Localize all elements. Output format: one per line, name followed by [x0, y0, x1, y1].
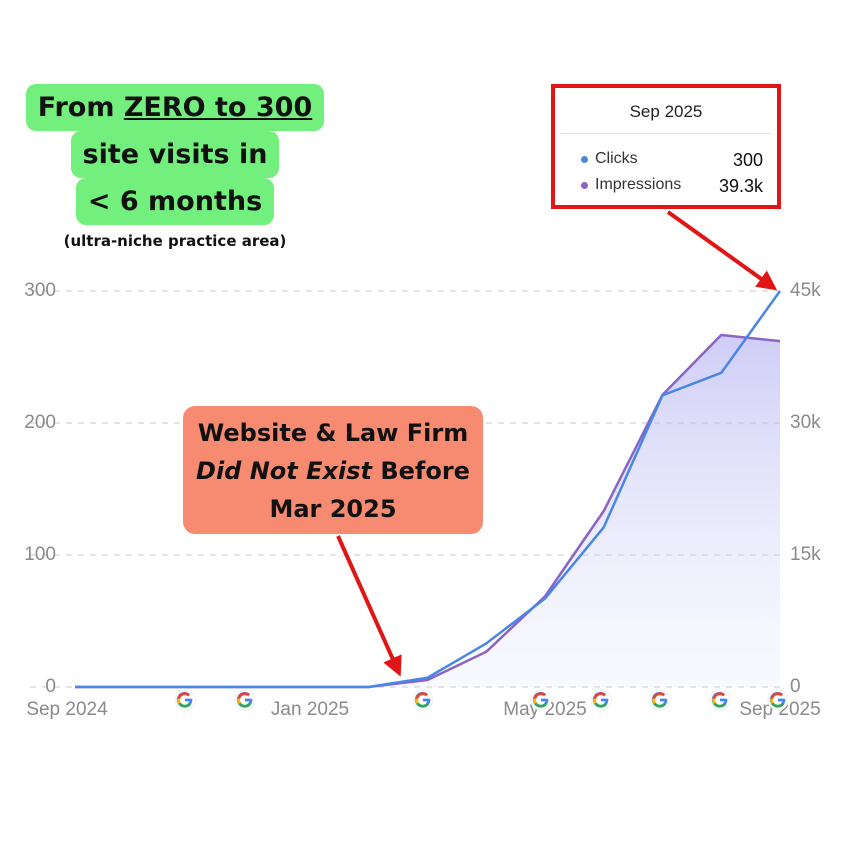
- headline-line: From ZERO to 300: [25, 84, 325, 131]
- divider: [561, 133, 771, 134]
- y-tick-label: 200: [24, 412, 56, 433]
- series-line: [75, 290, 782, 689]
- google-update-icon: [767, 689, 789, 711]
- x-tick-label: Jan 2025: [271, 699, 349, 720]
- headline: From ZERO to 300 site visits in < 6 mont…: [14, 84, 336, 225]
- note: (ultra-niche practice area): [63, 232, 287, 250]
- tooltip-title: Sep 2025: [629, 102, 703, 121]
- headline-text: From: [37, 92, 115, 123]
- y2-tick-label: 0: [790, 676, 801, 697]
- headline-emphasis: ZERO to 300: [123, 92, 313, 123]
- area: [75, 335, 780, 687]
- callout-line: Mar 2025: [269, 495, 397, 523]
- callout-line: Website & Law Firm: [197, 419, 469, 447]
- callout-emphasis: Did Not Exist: [196, 457, 372, 485]
- tooltip-value: 300: [732, 150, 763, 170]
- y2-tick-label: 45k: [790, 280, 821, 301]
- x-tick-label: Sep 2024: [26, 699, 108, 720]
- arrow: [666, 210, 778, 291]
- google-update-icon: [174, 689, 196, 711]
- google-update-icon: [412, 689, 434, 711]
- legend-dot: [581, 156, 588, 163]
- arrow: [336, 535, 402, 677]
- callout-line: Before: [380, 457, 470, 485]
- google-update-icon: [709, 689, 731, 711]
- headline-line: < 6 months: [75, 178, 275, 225]
- callout: Website & Law Firm Did Not Exist Before …: [183, 406, 483, 534]
- tooltip-value: 39.3k: [718, 176, 763, 196]
- google-update-icon: [649, 689, 671, 711]
- google-update-icon: [530, 689, 552, 711]
- y-tick-label: 0: [45, 676, 56, 697]
- tooltip-name: Impressions: [595, 176, 682, 193]
- update-icons: [174, 689, 789, 711]
- google-update-icon: [590, 689, 612, 711]
- tooltip: Sep 2025 Clicks 300 Impressions 39.3k: [551, 84, 781, 209]
- y2-tick-label: 15k: [790, 544, 821, 565]
- tooltip-row: Clicks 300: [581, 150, 763, 170]
- tooltip-name: Clicks: [595, 150, 638, 167]
- legend-dot: [581, 182, 588, 189]
- tooltip-row: Impressions 39.3k: [581, 176, 763, 196]
- y2-tick-label: 30k: [790, 412, 821, 433]
- y-tick-label: 100: [24, 544, 56, 565]
- google-update-icon: [234, 689, 256, 711]
- headline-line: site visits in: [70, 131, 280, 178]
- y-tick-label: 300: [24, 280, 56, 301]
